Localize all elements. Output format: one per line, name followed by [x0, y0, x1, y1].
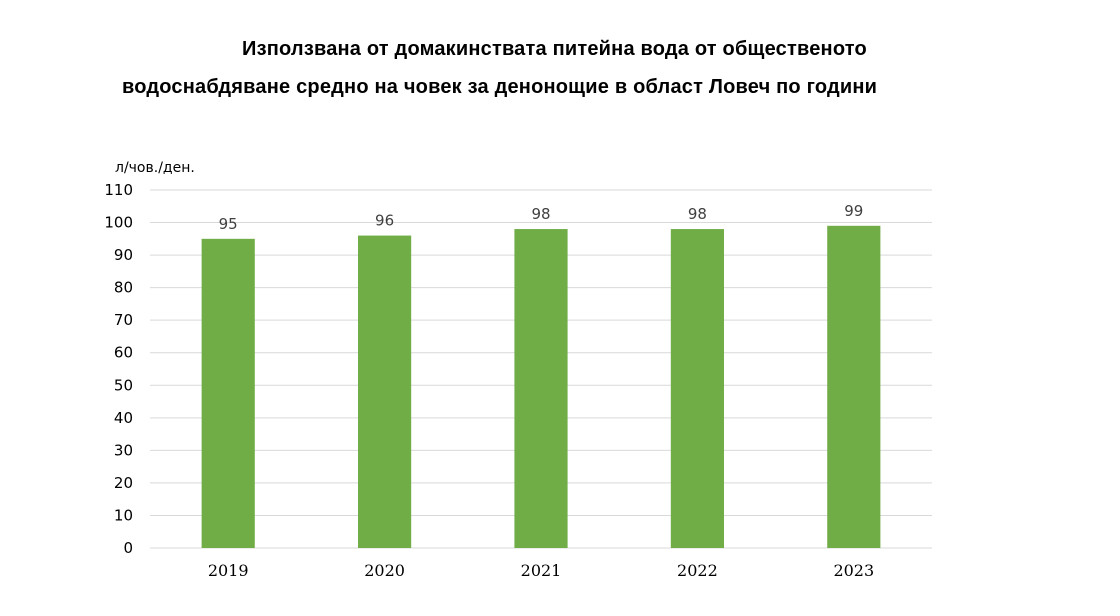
data-label: 96 [375, 212, 394, 230]
y-tick-label: 40 [114, 409, 133, 427]
data-labels: 95 96 98 98 99 [219, 202, 864, 233]
x-category-label: 2019 [208, 561, 249, 580]
bar [358, 235, 412, 548]
bars [201, 225, 881, 549]
bar [201, 238, 255, 548]
data-label: 98 [531, 205, 550, 223]
y-tick-label: 10 [114, 506, 133, 524]
y-axis-ticks: 0 10 20 30 40 50 60 70 80 90 100 110 [104, 181, 133, 557]
data-label: 95 [219, 215, 238, 233]
y-tick-label: 20 [114, 474, 133, 492]
y-tick-label: 0 [123, 539, 133, 557]
y-tick-label: 110 [104, 181, 133, 199]
x-axis-categories: 2019 2020 2021 2022 2023 [208, 561, 874, 580]
y-axis-unit-label: л/чов./ден. [115, 160, 195, 176]
chart-title-line-1: Използвана от домакинствата питейна вода… [242, 38, 867, 60]
y-tick-label: 70 [114, 311, 133, 329]
data-label: 99 [844, 202, 863, 220]
y-tick-label: 100 [104, 214, 133, 232]
bar [827, 225, 881, 549]
x-category-label: 2021 [521, 561, 562, 580]
chart-title-line-2: водоснабдяване средно на човек за деноно… [122, 76, 878, 98]
y-tick-label: 80 [114, 279, 133, 297]
y-tick-label: 60 [114, 344, 133, 362]
y-tick-label: 90 [114, 246, 133, 264]
x-category-label: 2023 [833, 561, 874, 580]
x-category-label: 2022 [677, 561, 718, 580]
data-label: 98 [688, 205, 707, 223]
y-tick-label: 30 [114, 441, 133, 459]
bar [670, 229, 724, 548]
y-tick-label: 50 [114, 376, 133, 394]
bar [514, 229, 568, 548]
x-category-label: 2020 [364, 561, 405, 580]
